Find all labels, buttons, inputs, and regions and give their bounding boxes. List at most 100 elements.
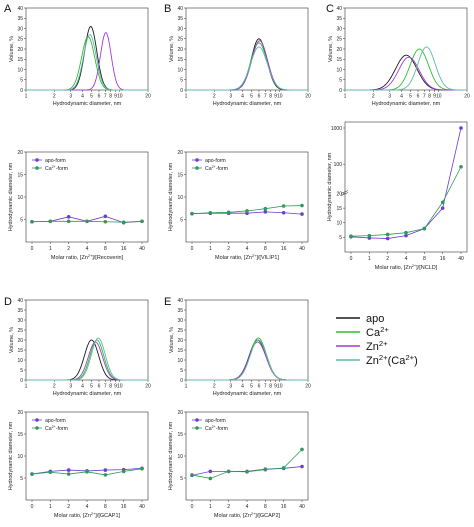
- x-axis-label-b: Hydrodynamic diameter, nm: [213, 101, 282, 107]
- data-point-ca_form-d-bottom: [103, 473, 108, 477]
- x-tick-label-a-bottom: 4: [86, 246, 89, 252]
- data-point-apo_form-c-bottom: [385, 236, 390, 241]
- x-tick-label-d: 9: [114, 384, 117, 390]
- y-tick-label-c-bottom: 15: [336, 206, 342, 212]
- y-tick-label-c: 10: [336, 67, 342, 73]
- data-point-ca_form-e-bottom: [281, 466, 286, 470]
- data-point-ca_form-a-bottom: [30, 219, 34, 224]
- data-point-ca_form-a-bottom: [66, 219, 71, 224]
- y-tick-label-d: 15: [17, 348, 23, 354]
- x-tick-label-a: 9: [114, 94, 117, 100]
- y-tick-label-c-bottom: 1000: [331, 126, 342, 132]
- data-point-ca_form-e-bottom: [226, 469, 231, 474]
- data-point-apo_form-e-bottom: [208, 469, 213, 474]
- data-point-apo_form-c-bottom: [404, 233, 408, 238]
- x-tick-label-e-bottom: 16: [281, 504, 287, 510]
- y-tick-label-a-bottom: 20: [17, 150, 23, 156]
- legend-marker-apo-form-d-bottom: [35, 418, 39, 422]
- x-tick-label-d-bottom: 16: [121, 504, 127, 510]
- x-tick-label-b: 8: [269, 94, 272, 100]
- x-tick-label-b-bottom: 8: [264, 246, 267, 252]
- y-tick-label-c: 5: [339, 78, 342, 84]
- data-point-apo_form-d-bottom: [66, 468, 71, 472]
- legend-marker-ca-form-b-bottom: [195, 166, 199, 170]
- x-tick-label-e: 2: [213, 384, 216, 390]
- x-tick-label-d-bottom: 1: [49, 504, 52, 510]
- y-tick-label-e: 10: [177, 358, 183, 364]
- x-tick-label-a: 5: [90, 94, 93, 100]
- y-tick-label-a: 35: [17, 16, 23, 22]
- y-tick-label-a: 5: [20, 78, 23, 84]
- data-point-apo_form-d-bottom: [103, 468, 108, 472]
- x-axis-label-c-bottom: Molar ratio, [Zn2+]/[NCLD]: [375, 264, 438, 271]
- data-point-ca_form-c-bottom: [404, 230, 408, 235]
- legend-label-apo: apo: [366, 313, 384, 325]
- data-point-ca_form-d-bottom: [140, 466, 144, 471]
- data-point-ca_form-c-bottom: [459, 164, 463, 169]
- panel-label-d: D: [4, 296, 12, 308]
- x-tick-label-e: 6: [258, 384, 261, 390]
- plot-frame-b: [185, 7, 309, 91]
- y-tick-label-e: 20: [177, 338, 183, 344]
- y-tick-label-e: 0: [180, 378, 183, 384]
- x-tick-label-e: 1: [185, 384, 188, 390]
- y-tick-label-d: 10: [17, 358, 23, 364]
- data-point-ca_form-c-bottom: [385, 232, 390, 237]
- x-tick-label-b: 20: [305, 94, 311, 100]
- series-line-apo_form-c-bottom: [350, 127, 462, 239]
- series-line-ca_form-e-bottom: [191, 449, 303, 479]
- y-tick-label-e: 30: [177, 318, 183, 324]
- x-tick-label-c: 6: [417, 94, 420, 100]
- x-tick-label-a: 8: [109, 94, 112, 100]
- y-axis-label-e: Volume, %: [169, 327, 175, 353]
- series-line-znca-c: [345, 46, 467, 91]
- x-tick-label-e-bottom: 2: [227, 504, 230, 510]
- x-tick-label-b-bottom: 2: [227, 246, 230, 252]
- x-tick-label-b-bottom: 0: [191, 246, 194, 252]
- x-tick-label-a: 1: [25, 94, 28, 100]
- data-point-ca_form-b-bottom: [208, 210, 213, 215]
- series-line-apo-a: [26, 25, 148, 91]
- data-point-ca_form-b-bottom: [190, 211, 194, 216]
- axis-break-mark: [340, 192, 349, 196]
- x-tick-label-e-bottom: 0: [191, 504, 194, 510]
- panel-label-e: E: [164, 296, 171, 308]
- legend-label-apo-form-e-bottom: apo-form: [205, 418, 226, 424]
- x-tick-label-c: 20: [464, 94, 470, 100]
- y-tick-label-d-bottom: 15: [17, 432, 23, 438]
- data-point-ca_form-c-bottom: [367, 233, 372, 238]
- x-axis-label-d-bottom: Molar ratio, [Zn2+]/[GCAP1]: [54, 512, 121, 519]
- y-tick-label-e-bottom: 20: [177, 410, 183, 416]
- data-point-apo_form-b-bottom: [300, 212, 304, 216]
- y-axis-label-b: Volume, %: [169, 36, 175, 62]
- y-tick-label-c-bottom: 20: [336, 191, 342, 197]
- x-axis-label-a-bottom: Molar ratio, [Zn2+]/[Recoverin]: [51, 254, 124, 261]
- series-line-znca-e: [186, 339, 308, 381]
- x-tick-label-b: 2: [213, 94, 216, 100]
- series-line-ca-e: [186, 337, 308, 381]
- data-point-apo_form-c-bottom: [440, 206, 445, 210]
- y-tick-label-a: 15: [17, 57, 23, 63]
- y-axis-label-a-bottom: Hydrodynamic diameter, nm: [8, 162, 14, 231]
- y-tick-label-d-bottom: 10: [17, 454, 23, 460]
- legend-label-apo-form-a-bottom: apo-form: [45, 158, 66, 164]
- data-point-apo_form-b-bottom: [263, 210, 268, 214]
- y-tick-label-d: 35: [17, 308, 23, 314]
- x-tick-label-c: 10: [436, 94, 442, 100]
- x-tick-label-d-bottom: 0: [31, 504, 34, 510]
- x-tick-label-d: 4: [81, 384, 84, 390]
- x-tick-label-b: 5: [250, 94, 253, 100]
- series-line-apo-b: [186, 38, 308, 91]
- data-point-ca_form-a-bottom: [103, 219, 108, 224]
- x-tick-label-c-bottom: 4: [405, 256, 408, 262]
- y-tick-label-b: 25: [177, 37, 183, 43]
- x-axis-label-b-bottom: Molar ratio, [Zn2+]/[VILIP1]: [215, 254, 279, 261]
- y-axis-label-d: Volume, %: [9, 327, 15, 353]
- x-tick-label-c-bottom: 1: [368, 256, 371, 262]
- y-tick-label-d: 25: [17, 328, 23, 334]
- data-point-apo_form-e-bottom: [300, 464, 304, 469]
- x-tick-label-b-bottom: 16: [281, 246, 287, 252]
- x-tick-label-b: 4: [241, 94, 244, 100]
- x-axis-label-c: Hydrodynamic diameter, nm: [372, 101, 441, 107]
- series-line-ca-b: [186, 42, 308, 91]
